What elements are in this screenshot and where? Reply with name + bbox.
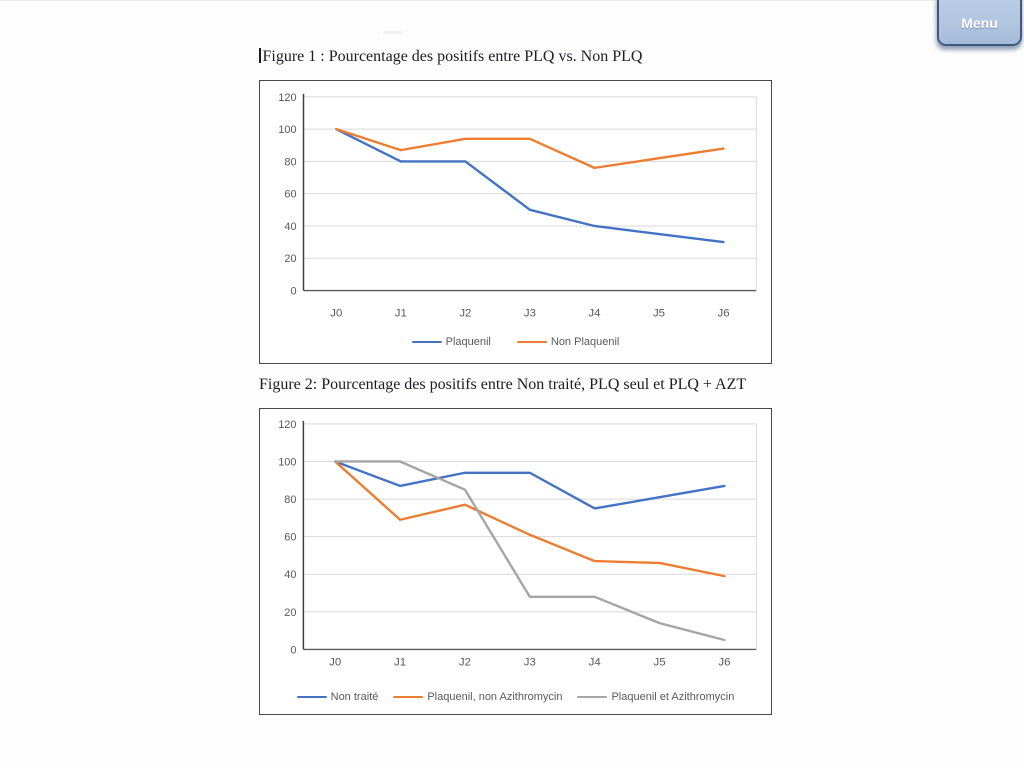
x-category-label: J2 <box>459 307 471 319</box>
y-tick-label: 40 <box>284 569 296 581</box>
legend-line-marker <box>516 340 547 344</box>
faint-artifact <box>383 31 403 34</box>
y-tick-label: 20 <box>284 253 296 265</box>
legend-line-marker <box>393 695 424 699</box>
legend-item: Plaquenil et Azithromycin <box>577 691 734 703</box>
x-category-label: J5 <box>654 656 666 668</box>
legend-item: Plaquenil <box>411 336 491 348</box>
y-tick-label: 60 <box>284 189 296 201</box>
y-tick-label: 120 <box>278 92 296 104</box>
window-top-edge <box>0 0 1024 1</box>
series-line-plaquenil-et-azithromycin <box>333 460 726 642</box>
figure2-chart: 0 20 40 60 80 100 120 J0 J1 J2 J3 J4 J5 J6 Non traité… <box>259 408 772 715</box>
x-category-label: J5 <box>653 307 665 319</box>
y-tick-label: 20 <box>284 607 296 619</box>
figure2-caption-text: Figure 2: Pourcentage des positifs entre… <box>259 376 747 393</box>
x-category-label: J6 <box>718 656 730 668</box>
x-category-label: J3 <box>524 656 536 668</box>
legend-item: Non Plaquenil <box>516 336 620 348</box>
text-cursor <box>259 48 261 63</box>
x-category-label: J3 <box>524 307 536 319</box>
legend-label: Plaquenil, non Azithromycin <box>427 691 563 703</box>
y-tick-label: 60 <box>284 532 296 544</box>
menu-button[interactable]: Menu <box>937 0 1022 46</box>
y-tick-label: 120 <box>278 419 296 431</box>
x-category-label: J1 <box>394 656 406 668</box>
x-category-label: J2 <box>459 656 471 668</box>
figure1-legend: Plaquenil Non Plaquenil <box>260 331 771 353</box>
y-tick-label: 100 <box>278 124 296 136</box>
x-category-label: J4 <box>588 307 601 319</box>
y-tick-label: 0 <box>290 644 296 656</box>
y-tick-label: 0 <box>290 285 296 297</box>
figure1-plot: 0 20 40 60 80 100 120 J0 J1 J2 J3 J4 J5 J6 <box>278 92 757 319</box>
legend-label: Non traité <box>330 691 379 703</box>
x-category-label: J0 <box>330 307 342 319</box>
figure1-chart: 0 20 40 60 80 100 120 J0 J1 J2 J3 J4 J5 J6 Plaquenil N… <box>259 80 772 364</box>
y-tick-label: 80 <box>284 494 296 506</box>
y-tick-label: 100 <box>278 456 296 468</box>
series-line-plaquenil <box>335 127 725 244</box>
y-tick-label: 40 <box>284 221 296 233</box>
legend-line-marker <box>577 695 608 699</box>
legend-label: Non Plaquenil <box>550 336 620 348</box>
figure2-plot: 0 20 40 60 80 100 120 J0 J1 J2 J3 J4 J5 J6 <box>278 419 757 668</box>
y-tick-label: 80 <box>284 156 296 168</box>
figure2-caption: Figure 2: Pourcentage des positifs entre… <box>259 376 746 394</box>
legend-item: Plaquenil, non Azithromycin <box>393 691 562 703</box>
legend-label: Plaquenil et Azithromycin <box>611 691 735 703</box>
legend-line-marker <box>411 340 442 344</box>
menu-button-label: Menu <box>961 14 998 31</box>
legend-label: Plaquenil <box>445 336 491 348</box>
series-line-non-plaquenil <box>335 127 725 170</box>
x-category-label: J1 <box>395 307 407 319</box>
legend-line-marker <box>296 695 327 699</box>
x-category-label: J0 <box>329 656 341 668</box>
x-category-label: J4 <box>589 656 602 668</box>
figure1-caption-text: Figure 1 : Pourcentage des positifs entr… <box>262 48 643 65</box>
series-line-plaquenil-non-azithromycin <box>333 460 726 578</box>
legend-item: Non traité <box>296 691 379 703</box>
series-line-non-trait- <box>333 460 726 510</box>
x-category-label: J6 <box>718 307 730 319</box>
figure1-caption: Figure 1 : Pourcentage des positifs entr… <box>259 46 642 66</box>
figure2-legend: Non traité Plaquenil, non Azithromycin Pla… <box>260 686 771 708</box>
